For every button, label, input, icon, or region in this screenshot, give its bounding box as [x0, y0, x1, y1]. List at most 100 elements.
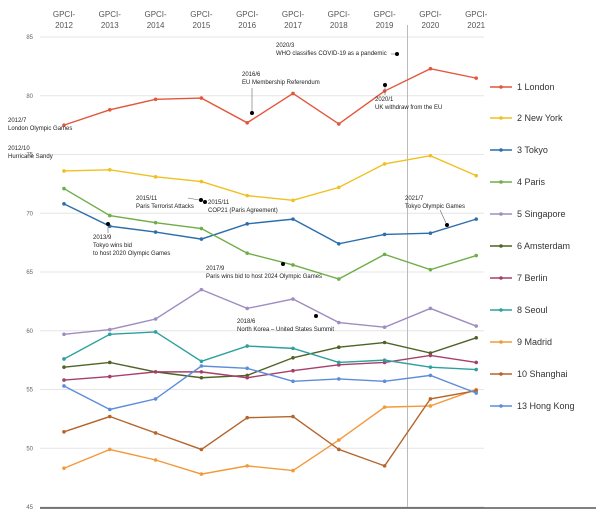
- data-point: [153, 458, 158, 462]
- data-point: [428, 397, 433, 401]
- event-markers: [106, 52, 449, 318]
- data-point: [291, 414, 295, 419]
- data-point: [245, 120, 249, 125]
- data-point: [245, 344, 249, 348]
- data-point: [245, 375, 249, 380]
- event-marker: [250, 111, 254, 115]
- data-point: [199, 472, 204, 476]
- legend-swatch-dot: [499, 212, 503, 216]
- annotations: 2012/7 London Olympic Games 2012/10 Hurrica…: [8, 43, 465, 333]
- data-point: [291, 198, 295, 203]
- data-point: [62, 378, 66, 382]
- y-axis: 45 50 55 60 65 70 75 80 85: [26, 35, 33, 511]
- data-point: [337, 242, 341, 246]
- data-point: [199, 359, 204, 364]
- legend-label: 2 New York: [517, 113, 563, 123]
- x-tick-label: GPCI-2013: [99, 10, 122, 30]
- data-point: [474, 217, 479, 221]
- data-point: [153, 431, 158, 435]
- data-point: [153, 317, 158, 321]
- data-point: [108, 327, 112, 332]
- x-tick-label: GPCI-2012: [53, 10, 76, 30]
- data-point: [428, 267, 433, 272]
- data-point: [337, 345, 341, 350]
- data-point: [428, 353, 433, 358]
- data-point: [62, 123, 66, 127]
- x-axis: GPCI-2012 GPCI-2013 GPCI-2014 GPCI-2015 GPCI…: [53, 10, 488, 30]
- data-point: [108, 447, 112, 452]
- data-point: [245, 193, 249, 198]
- series-line: [63, 365, 477, 411]
- annotation-leader: [439, 209, 447, 224]
- legend: 1 London 2 New York 3 Tokyo 4 Paris 5 Singap…: [490, 82, 575, 411]
- data-point: [62, 430, 66, 434]
- series-line: [63, 389, 477, 467]
- event-marker: [383, 83, 387, 87]
- series-line: [63, 354, 477, 381]
- annotation-leader: [187, 197, 200, 201]
- x-tick-label: GPCI-2020: [419, 10, 442, 30]
- annotation: 2020/3 WHO classifies COVID-19 as a pande…: [276, 43, 387, 57]
- legend-swatch-dot: [499, 148, 503, 152]
- data-point: [153, 230, 158, 234]
- data-point: [199, 364, 204, 368]
- data-point: [245, 222, 249, 226]
- data-point: [382, 358, 387, 362]
- data-point: [337, 377, 341, 381]
- data-point: [199, 375, 204, 380]
- legend-label: 7 Berlin: [517, 273, 548, 283]
- x-tick-label: GPCI-2021: [465, 10, 488, 30]
- legend-swatch-dot: [499, 308, 503, 312]
- data-point: [474, 173, 479, 178]
- legend-label: 1 London: [517, 82, 555, 92]
- data-point: [337, 185, 341, 190]
- data-point: [199, 96, 204, 100]
- data-point: [62, 384, 66, 388]
- data-point: [108, 407, 112, 412]
- data-point: [382, 252, 387, 257]
- data-point: [291, 355, 295, 360]
- data-point: [337, 447, 341, 452]
- event-marker: [395, 52, 399, 56]
- data-point: [108, 332, 112, 337]
- data-point: [382, 464, 387, 468]
- event-marker: [106, 222, 110, 226]
- y-tick-label: 55: [26, 388, 33, 394]
- data-point: [62, 186, 66, 191]
- grid: [40, 36, 596, 509]
- data-point: [382, 232, 387, 237]
- legend-label: 5 Singapore: [517, 209, 566, 219]
- data-point: [474, 76, 479, 80]
- data-point: [474, 391, 479, 395]
- data-point: [474, 360, 479, 365]
- data-point: [153, 330, 158, 334]
- data-point: [291, 368, 295, 373]
- legend-label: 9 Madrid: [517, 337, 552, 347]
- y-tick-label: 70: [26, 211, 33, 217]
- annotation: 2016/6 EU Membership Referendum: [242, 72, 320, 86]
- data-point: [382, 340, 387, 345]
- data-point: [108, 360, 112, 365]
- x-tick-label: GPCI-2015: [190, 10, 213, 30]
- data-point: [62, 365, 66, 369]
- data-point: [153, 175, 158, 179]
- x-tick-label: GPCI-2019: [373, 10, 396, 30]
- event-marker: [203, 200, 207, 204]
- data-point: [291, 379, 295, 384]
- data-point: [153, 220, 158, 225]
- data-point: [245, 464, 249, 468]
- data-point: [108, 213, 112, 218]
- series-line: [63, 203, 477, 245]
- data-point: [382, 325, 387, 330]
- data-point: [428, 365, 433, 369]
- data-point: [382, 405, 387, 409]
- data-point: [428, 231, 433, 236]
- event-marker: [281, 262, 285, 266]
- event-marker: [445, 223, 449, 227]
- data-point: [62, 357, 66, 361]
- x-tick-label: GPCI-2017: [282, 10, 305, 30]
- annotation: 2017/9 Paris wins bid to host 2024 Olympi…: [206, 266, 322, 280]
- data-point: [199, 370, 204, 374]
- data-point: [199, 179, 204, 184]
